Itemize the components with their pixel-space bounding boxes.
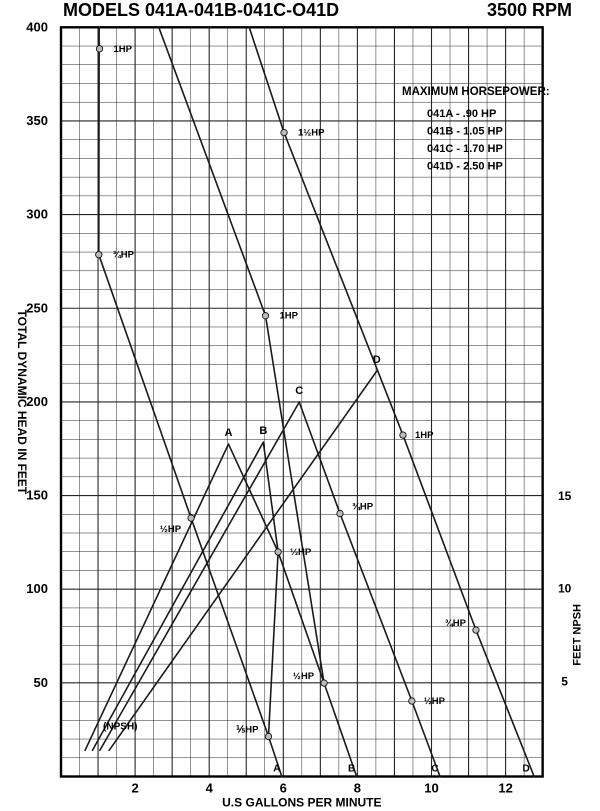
svg-text:⅓HP: ⅓HP [290,547,312,558]
svg-text:1½HP: 1½HP [298,128,325,139]
svg-text:A: A [224,427,232,439]
svg-text:½HP: ½HP [424,696,446,707]
svg-text:FEET NPSH: FEET NPSH [572,604,584,666]
svg-text:⅕HP: ⅕HP [236,724,259,735]
svg-text:D: D [373,354,381,366]
svg-text:100: 100 [26,581,48,596]
svg-text:4: 4 [206,781,214,796]
svg-text:041B - 1.05 HP: 041B - 1.05 HP [427,126,503,138]
svg-text:041D - 2.50 HP: 041D - 2.50 HP [427,161,503,173]
svg-text:U.S GALLONS PER MINUTE: U.S GALLONS PER MINUTE [222,796,381,810]
svg-text:C: C [295,385,303,397]
svg-text:15: 15 [558,489,572,503]
svg-text:¾HP: ¾HP [113,250,135,261]
svg-text:8: 8 [354,781,361,796]
svg-text:300: 300 [26,207,48,222]
svg-text:C: C [431,764,438,775]
svg-text:1HP: 1HP [415,430,434,441]
svg-text:D: D [523,764,530,775]
svg-text:B: B [259,425,267,437]
svg-text:½HP: ½HP [293,671,315,682]
svg-text:041C - 1.70 HP: 041C - 1.70 HP [427,143,503,155]
svg-text:B: B [348,764,355,775]
svg-text:1HP: 1HP [114,44,133,55]
svg-text:3500 RPM: 3500 RPM [487,0,572,20]
svg-text:400: 400 [26,19,48,34]
svg-text:6: 6 [280,781,287,796]
svg-text:TOTAL DYNAMIC HEAD IN FEET: TOTAL DYNAMIC HEAD IN FEET [15,310,29,495]
svg-text:2: 2 [131,781,138,796]
svg-text:10: 10 [424,781,438,796]
svg-text:A: A [273,764,280,775]
svg-text:10: 10 [558,582,572,596]
svg-text:350: 350 [26,113,48,128]
svg-text:041A - .90 HP: 041A - .90 HP [427,108,496,120]
svg-text:5: 5 [561,674,568,688]
svg-text:½HP: ½HP [160,524,182,535]
svg-text:1HP: 1HP [280,311,299,322]
svg-text:MAXIMUM HORSEPOWER:: MAXIMUM HORSEPOWER: [402,86,550,98]
svg-text:¾HP: ¾HP [445,618,467,629]
svg-text:12: 12 [498,781,512,796]
svg-text:50: 50 [34,675,48,690]
svg-text:(NPSH): (NPSH) [103,722,137,733]
svg-text:¾HP: ¾HP [352,502,374,513]
svg-text:MODELS 041A-041B-041C-O41D: MODELS 041A-041B-041C-O41D [63,0,339,20]
